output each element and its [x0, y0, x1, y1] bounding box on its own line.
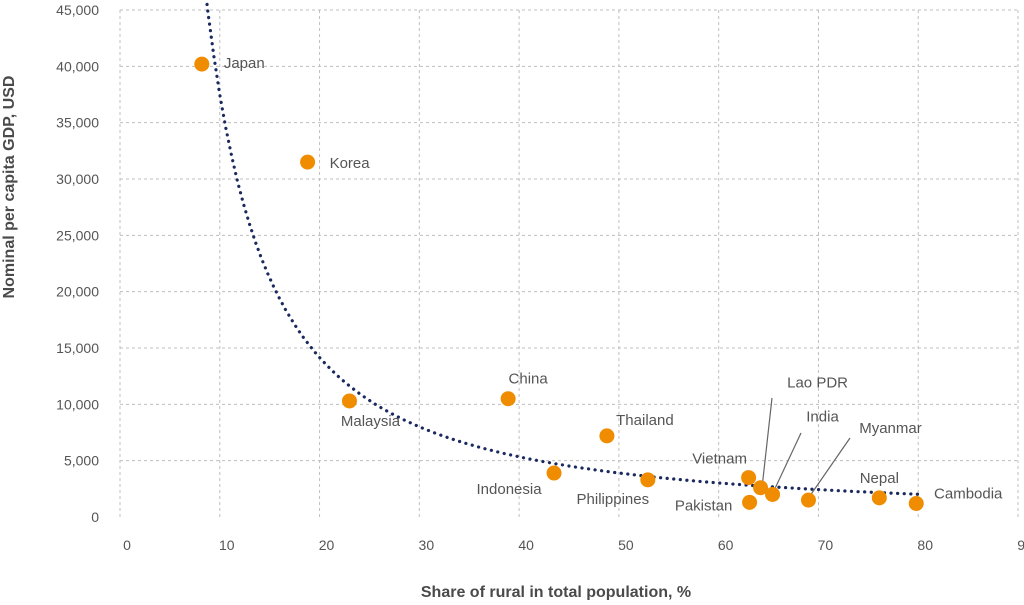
x-tick-label: 40	[518, 537, 534, 553]
trendline	[204, 0, 920, 496]
leader-layer	[761, 397, 851, 496]
x-tick-label: 20	[319, 537, 335, 553]
point-label: Pakistan	[675, 497, 733, 514]
data-point	[741, 470, 757, 486]
data-point	[194, 56, 210, 72]
data-point	[742, 494, 758, 510]
data-point	[871, 490, 887, 506]
data-point	[753, 480, 769, 496]
point-label: Lao PDR	[787, 375, 848, 392]
x-tick-label: 30	[419, 537, 435, 553]
x-tick-label: 0	[123, 537, 131, 553]
point-label: Indonesia	[477, 481, 543, 498]
point-layer	[194, 56, 924, 511]
y-tick-label: 35,000	[56, 115, 99, 131]
point-label: Nepal	[860, 470, 899, 487]
y-tick-label: 40,000	[56, 58, 99, 74]
point-label: Myanmar	[859, 420, 922, 437]
data-point	[800, 492, 816, 508]
data-point	[546, 465, 562, 481]
x-axis-title: Share of rural in total population, %	[421, 584, 691, 600]
grid-layer	[119, 9, 1019, 517]
y-tick-label: 15,000	[56, 340, 99, 356]
leader-line	[809, 437, 851, 496]
y-tick-label: 25,000	[56, 227, 99, 243]
y-tick-label: 5,000	[64, 453, 99, 469]
label-layer: Japan Korea Malaysia China Indonesia Thailand…	[224, 55, 1003, 514]
point-label: Cambodia	[934, 485, 1003, 502]
y-tick-label: 30,000	[56, 171, 99, 187]
data-point	[341, 393, 357, 409]
data-point	[640, 472, 656, 488]
data-point	[908, 495, 924, 511]
data-point	[765, 486, 781, 502]
trend-layer	[204, 0, 920, 496]
point-label: Malaysia	[341, 413, 401, 430]
y-tick-label: 10,000	[56, 396, 99, 412]
y-axis-title: Nominal per capita GDP, USD	[1, 76, 18, 299]
x-tick-label: 70	[818, 537, 834, 553]
x-tick-label: 10	[219, 537, 235, 553]
point-label: Philippines	[577, 491, 650, 508]
x-tick-label: 50	[618, 537, 634, 553]
data-point	[599, 428, 615, 444]
data-point	[300, 154, 316, 170]
data-point	[500, 391, 516, 407]
y-tick-label: 45,000	[56, 2, 99, 18]
x-tick-label: 90	[1017, 537, 1024, 553]
tick-layer: 0 5,000 10,000 15,000 20,000 25,000 30,000 35,0…	[56, 2, 1024, 553]
x-tick-label: 80	[917, 537, 933, 553]
point-label: India	[806, 408, 839, 425]
point-label: Korea	[330, 155, 371, 172]
x-tick-label: 60	[718, 537, 734, 553]
point-label: Thailand	[616, 412, 674, 429]
point-label: Vietnam	[692, 451, 747, 468]
leader-line	[774, 432, 802, 490]
y-tick-label: 0	[91, 509, 99, 525]
leader-line	[761, 397, 773, 483]
point-label: Japan	[224, 55, 265, 72]
y-tick-label: 20,000	[56, 284, 99, 300]
point-label: China	[509, 371, 549, 388]
